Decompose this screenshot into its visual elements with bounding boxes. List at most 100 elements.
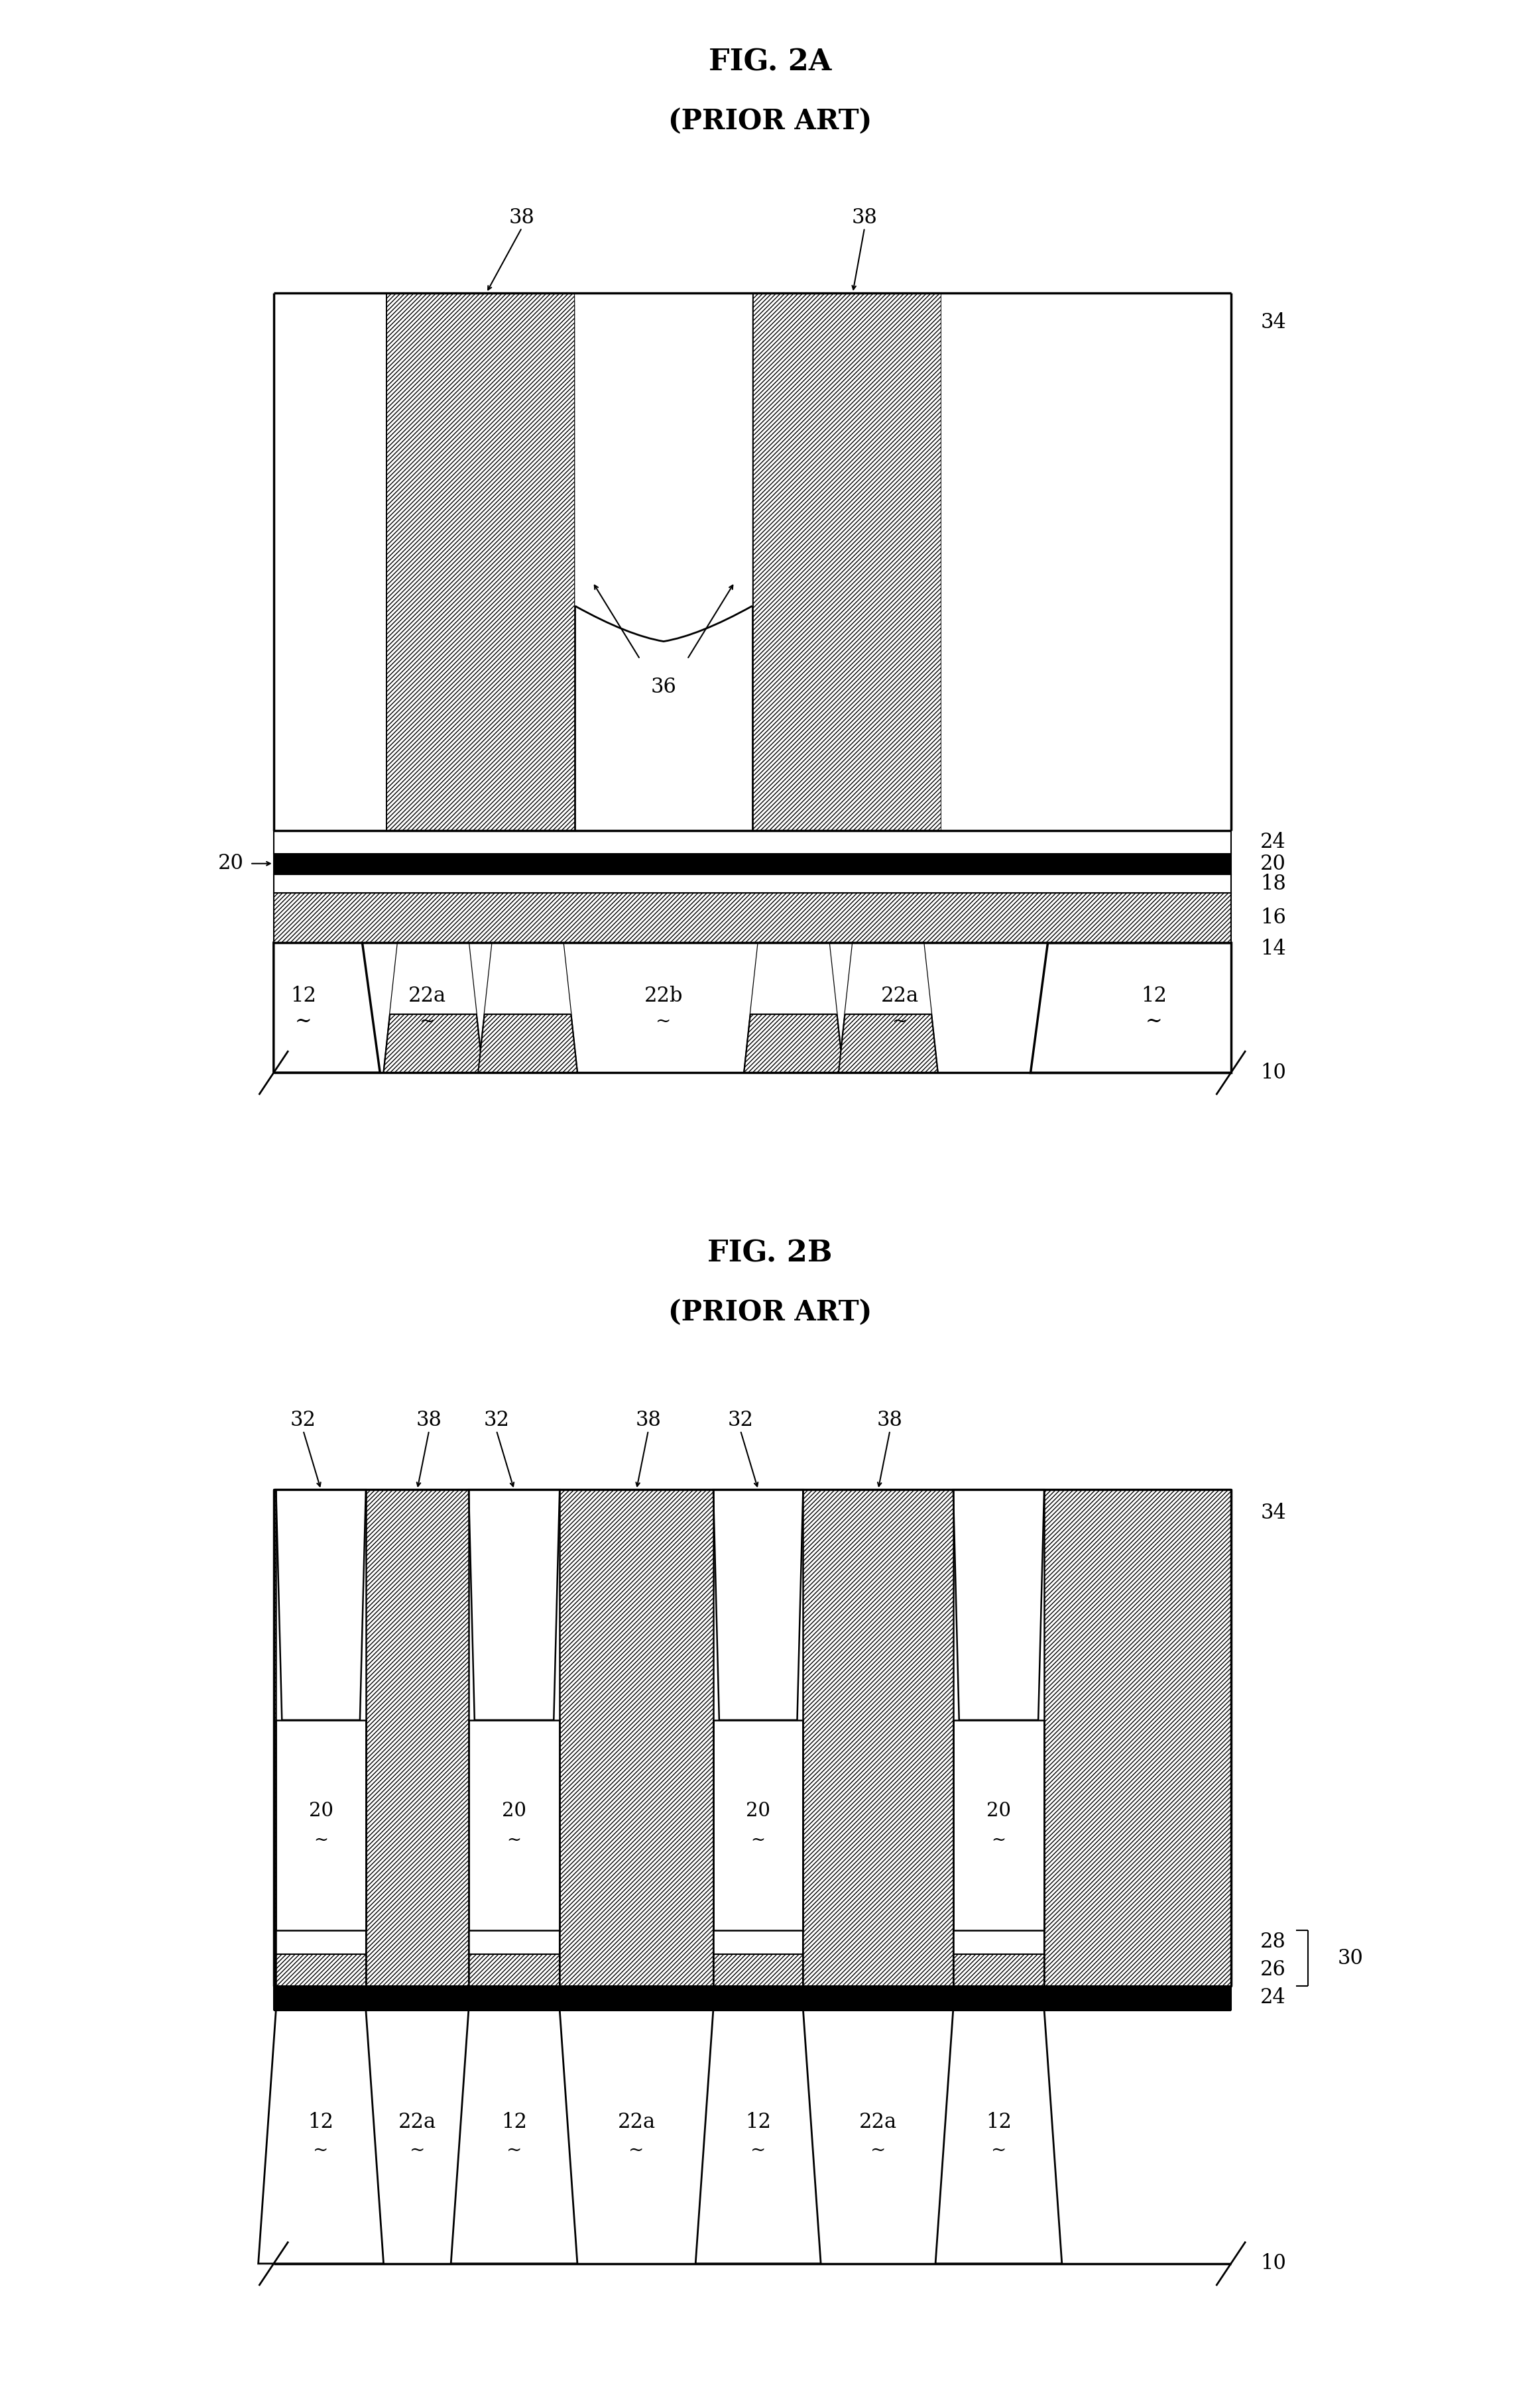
Text: ~: ~ [507, 1832, 522, 1848]
Bar [752, 292, 941, 830]
Bar [468, 1490, 559, 1987]
Polygon shape [390, 942, 476, 1014]
Text: ~: ~ [656, 1014, 671, 1031]
Text: 12: 12 [986, 2111, 1012, 2133]
Text: 32: 32 [484, 1411, 510, 1430]
Text: (PRIOR ART): (PRIOR ART) [668, 1298, 872, 1327]
Bar [276, 1490, 367, 1987]
Polygon shape [383, 942, 484, 1074]
Text: ~: ~ [507, 2142, 522, 2159]
Polygon shape [274, 942, 380, 1074]
Bar [276, 1719, 367, 1930]
Bar [276, 1930, 367, 1953]
Text: 32: 32 [727, 1411, 753, 1430]
Text: 12: 12 [1141, 985, 1167, 1007]
Text: 16: 16 [1260, 909, 1286, 928]
Bar [468, 1930, 559, 1953]
Text: FIG. 2A: FIG. 2A [708, 48, 832, 77]
Text: 22a: 22a [408, 985, 447, 1007]
Text: ~: ~ [870, 2142, 886, 2159]
Text: 10: 10 [1260, 1062, 1286, 1083]
Text: 38: 38 [852, 208, 878, 227]
Polygon shape [468, 1490, 559, 1719]
Text: ~: ~ [419, 1014, 434, 1031]
Text: 34: 34 [1260, 1504, 1286, 1523]
Polygon shape [383, 1014, 484, 1074]
Text: 20: 20 [308, 1803, 333, 1820]
Text: ~: ~ [1146, 1011, 1163, 1033]
Text: 26: 26 [1260, 1961, 1286, 1980]
Text: 32: 32 [290, 1411, 316, 1430]
Text: 10: 10 [1260, 2252, 1286, 2274]
Text: 18: 18 [1260, 873, 1286, 894]
Text: 12: 12 [308, 2111, 334, 2133]
Bar [713, 1490, 802, 1987]
Bar [953, 1953, 1044, 1987]
Text: 20: 20 [1260, 854, 1286, 875]
Polygon shape [744, 1014, 844, 1074]
Text: 12: 12 [290, 985, 316, 1007]
Text: ~: ~ [314, 1832, 328, 1848]
Bar [953, 1719, 1044, 1930]
Bar [953, 1490, 1044, 1987]
Polygon shape [845, 942, 932, 1014]
Polygon shape [696, 2008, 821, 2264]
Polygon shape [713, 1490, 802, 1719]
Polygon shape [839, 1014, 938, 1074]
Text: FIG. 2B: FIG. 2B [707, 1239, 833, 1267]
Text: ~: ~ [410, 2142, 425, 2159]
Polygon shape [574, 292, 752, 641]
Text: 38: 38 [508, 208, 534, 227]
Bar [274, 1490, 1230, 1987]
Polygon shape [1030, 942, 1230, 1074]
Text: 12: 12 [501, 2111, 527, 2133]
Text: 20: 20 [987, 1803, 1010, 1820]
Bar [387, 292, 574, 830]
Text: 38: 38 [636, 1411, 661, 1430]
Text: 14: 14 [1260, 937, 1286, 959]
Text: ~: ~ [750, 2142, 765, 2159]
Polygon shape [485, 942, 571, 1014]
Bar [468, 1953, 559, 1987]
Bar [274, 875, 1230, 894]
Text: ~: ~ [990, 2142, 1007, 2159]
Polygon shape [451, 2008, 578, 2264]
Bar [924, 292, 1230, 830]
Text: (PRIOR ART): (PRIOR ART) [668, 108, 872, 136]
Text: 34: 34 [1260, 313, 1286, 332]
PathPatch shape [574, 292, 752, 641]
Text: ~: ~ [992, 1832, 1006, 1848]
Text: 20: 20 [219, 854, 245, 873]
Polygon shape [750, 942, 836, 1014]
Text: 20: 20 [502, 1803, 527, 1820]
Text: 30: 30 [1337, 1949, 1363, 1968]
Text: 22b: 22b [644, 985, 684, 1007]
Polygon shape [477, 1014, 578, 1074]
Text: ~: ~ [313, 2142, 328, 2159]
Text: 22a: 22a [859, 2111, 898, 2133]
Text: 36: 36 [651, 677, 676, 698]
Bar [274, 1987, 1230, 2008]
Bar [274, 292, 387, 830]
Text: 28: 28 [1260, 1932, 1286, 1953]
Polygon shape [935, 2008, 1063, 2264]
Bar [713, 1930, 802, 1953]
Text: 24: 24 [1260, 1987, 1286, 2008]
Text: 22a: 22a [881, 985, 919, 1007]
Text: ~: ~ [752, 1832, 765, 1848]
Text: 20: 20 [745, 1803, 770, 1820]
Bar [713, 1953, 802, 1987]
Text: 12: 12 [745, 2111, 772, 2133]
Bar [941, 292, 1230, 830]
Polygon shape [744, 942, 844, 1074]
Text: 22a: 22a [399, 2111, 436, 2133]
Text: 24: 24 [1260, 832, 1286, 854]
Bar [468, 1719, 559, 1930]
Bar [274, 292, 397, 830]
Polygon shape [477, 942, 578, 1074]
Text: 38: 38 [878, 1411, 902, 1430]
Text: 38: 38 [416, 1411, 442, 1430]
Polygon shape [259, 2008, 383, 2264]
Bar [953, 1930, 1044, 1953]
Text: ~: ~ [294, 1011, 311, 1033]
